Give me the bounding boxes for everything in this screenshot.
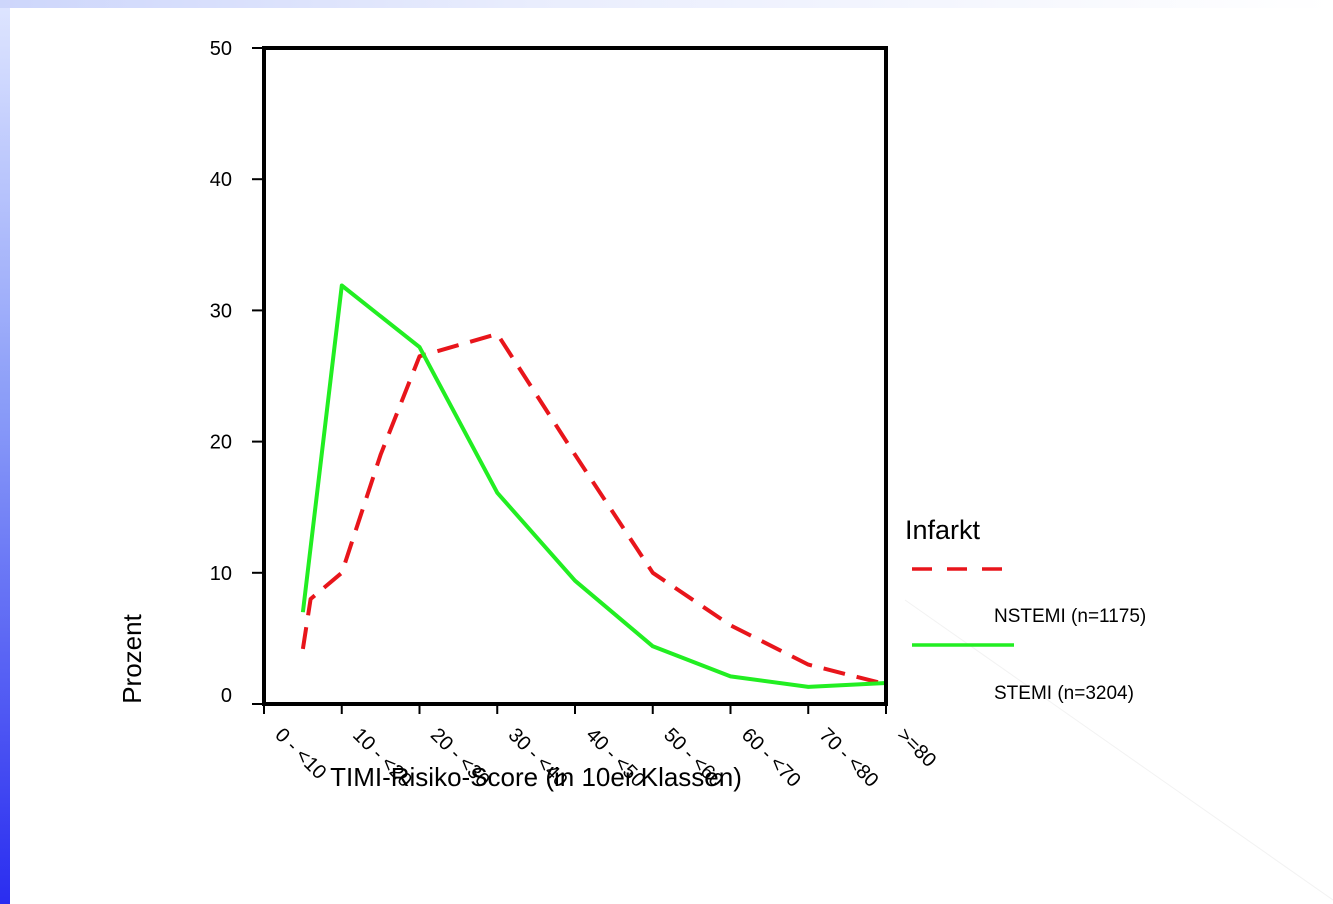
slide-accent-bar	[0, 0, 10, 904]
y-tick-label: 50	[210, 38, 232, 60]
y-tick-label: 20	[210, 432, 232, 454]
slide-top-gradient	[0, 0, 1333, 8]
y-tick-label: 30	[210, 300, 232, 322]
series-line-stemi	[300, 283, 887, 689]
legend-label-stemi: STEMI (n=3204)	[994, 683, 1134, 704]
plot-frame	[262, 46, 888, 706]
x-tick-label: 70 - <80	[815, 724, 883, 792]
y-tick-label: 0	[221, 685, 232, 707]
x-tick-label: >=80	[892, 724, 940, 772]
x-tick-label: 0 - <10	[270, 724, 330, 784]
y-tick-label: 10	[210, 563, 232, 585]
x-axis-title: TIMI-Risiko-Score (in 10er Klassen)	[330, 762, 742, 792]
series-layer	[300, 283, 887, 689]
y-tick-label: 40	[210, 169, 232, 191]
y-tick-labels: 0 10 20 30 40 50	[210, 38, 232, 707]
x-tick-label: 60 - <70	[737, 724, 805, 792]
y-axis-title: Prozent	[117, 613, 147, 703]
series-line-nstemi	[300, 332, 887, 687]
legend-label-nstemi: NSTEMI (n=1175)	[994, 606, 1146, 627]
legend: Infarkt NSTEMI (n=1175) STEMI (n=3204)	[905, 515, 1146, 704]
slide-decoration-line	[904, 599, 1333, 901]
legend-title: Infarkt	[905, 515, 981, 545]
